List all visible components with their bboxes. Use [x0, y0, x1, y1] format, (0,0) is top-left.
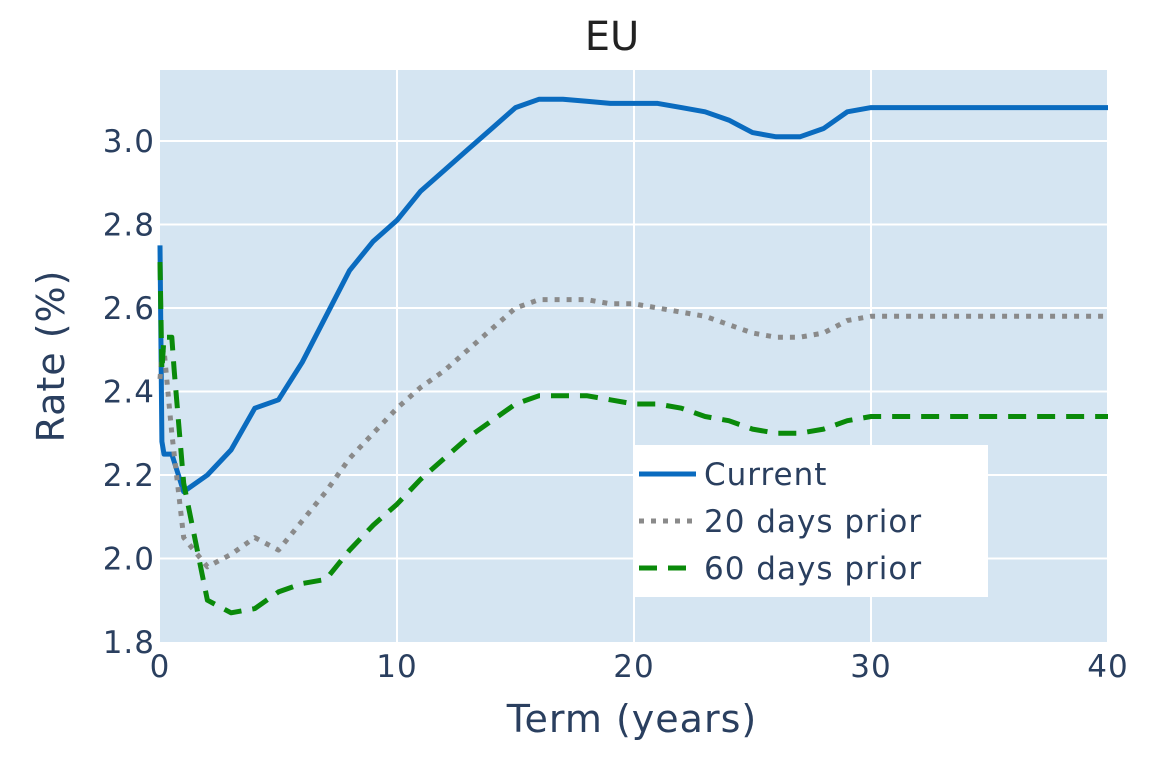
series-layer: [157, 96, 1108, 616]
y-tick-label: 2.6: [103, 291, 155, 327]
x-axis-title: Term (years): [506, 697, 757, 741]
legend-label-current: Current: [704, 457, 827, 493]
series-line-current: [157, 96, 1108, 495]
x-tick-label: 0: [150, 649, 171, 685]
y-tick-label: 2.2: [103, 458, 155, 494]
legend: Current 20 days prior 60 days prior: [634, 445, 988, 597]
series-line-60-days-prior: [157, 262, 1108, 616]
x-tick-label: 30: [850, 649, 891, 685]
y-tick-label: 1.8: [103, 625, 155, 661]
chart-title: EU: [585, 14, 640, 60]
legend-label-60-days-prior: 60 days prior: [704, 551, 922, 587]
y-tick-label: 3.0: [103, 124, 155, 160]
legend-box: [634, 445, 988, 597]
y-tick-label: 2.8: [103, 207, 155, 243]
y-tick-label: 2.4: [103, 374, 155, 410]
y-axis-title: Rate (%): [29, 270, 73, 443]
y-tick-label: 2.0: [103, 541, 155, 577]
x-tick-label: 40: [1087, 649, 1128, 685]
series-line-20-days-prior: [157, 297, 1108, 570]
y-tick-labels: 1.8 2.0 2.2 2.4 2.6 2.8 3.0: [103, 124, 155, 661]
x-tick-label: 20: [613, 649, 654, 685]
legend-label-20-days-prior: 20 days prior: [704, 504, 922, 540]
x-tick-labels: 0 10 20 30 40: [150, 649, 1128, 685]
x-tick-label: 10: [376, 649, 417, 685]
